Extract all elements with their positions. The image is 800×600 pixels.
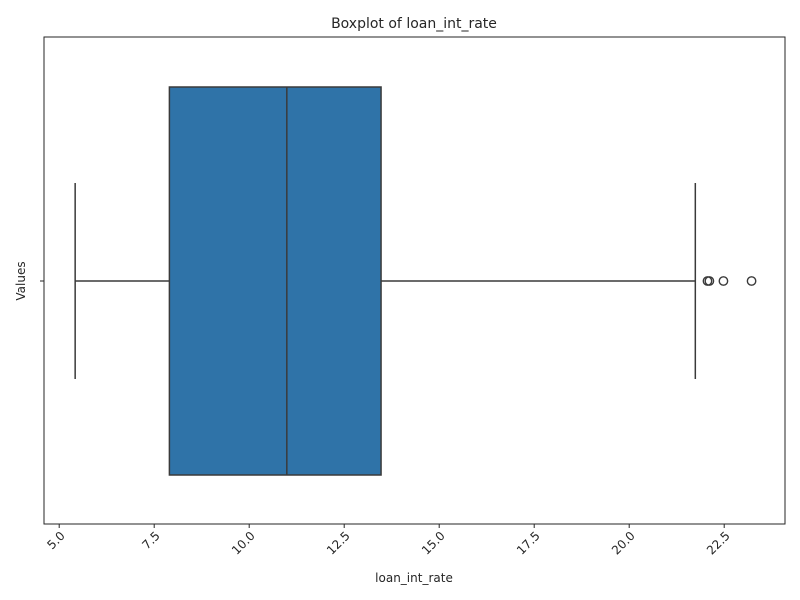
x-axis: 5.0 7.5 10.0 12.5 15.0 17.5 20.0 22.5 bbox=[40, 280, 733, 558]
x-tick-label-3: 10.0 bbox=[229, 529, 258, 558]
plot-area bbox=[43, 36, 786, 525]
x-tick-label-1: 5.0 bbox=[44, 529, 67, 552]
iqr-box bbox=[168, 86, 382, 476]
x-tick-label-7: 20.0 bbox=[609, 529, 638, 558]
x-axis-title: loan_int_rate bbox=[375, 571, 453, 585]
outlier-point-3 bbox=[718, 276, 729, 286]
outlier-point-2 bbox=[704, 276, 715, 286]
x-tick-label-2: 7.5 bbox=[139, 529, 162, 552]
outlier-point-4 bbox=[746, 276, 757, 286]
chart-title: Boxplot of loan_int_rate bbox=[331, 16, 497, 32]
x-tick-label-6: 17.5 bbox=[514, 529, 543, 558]
x-tick-label-8: 22.5 bbox=[704, 529, 733, 558]
x-tick-label-5: 15.0 bbox=[419, 529, 448, 558]
x-tick-label-4: 12.5 bbox=[324, 529, 353, 558]
y-axis-title: Values bbox=[14, 261, 28, 300]
